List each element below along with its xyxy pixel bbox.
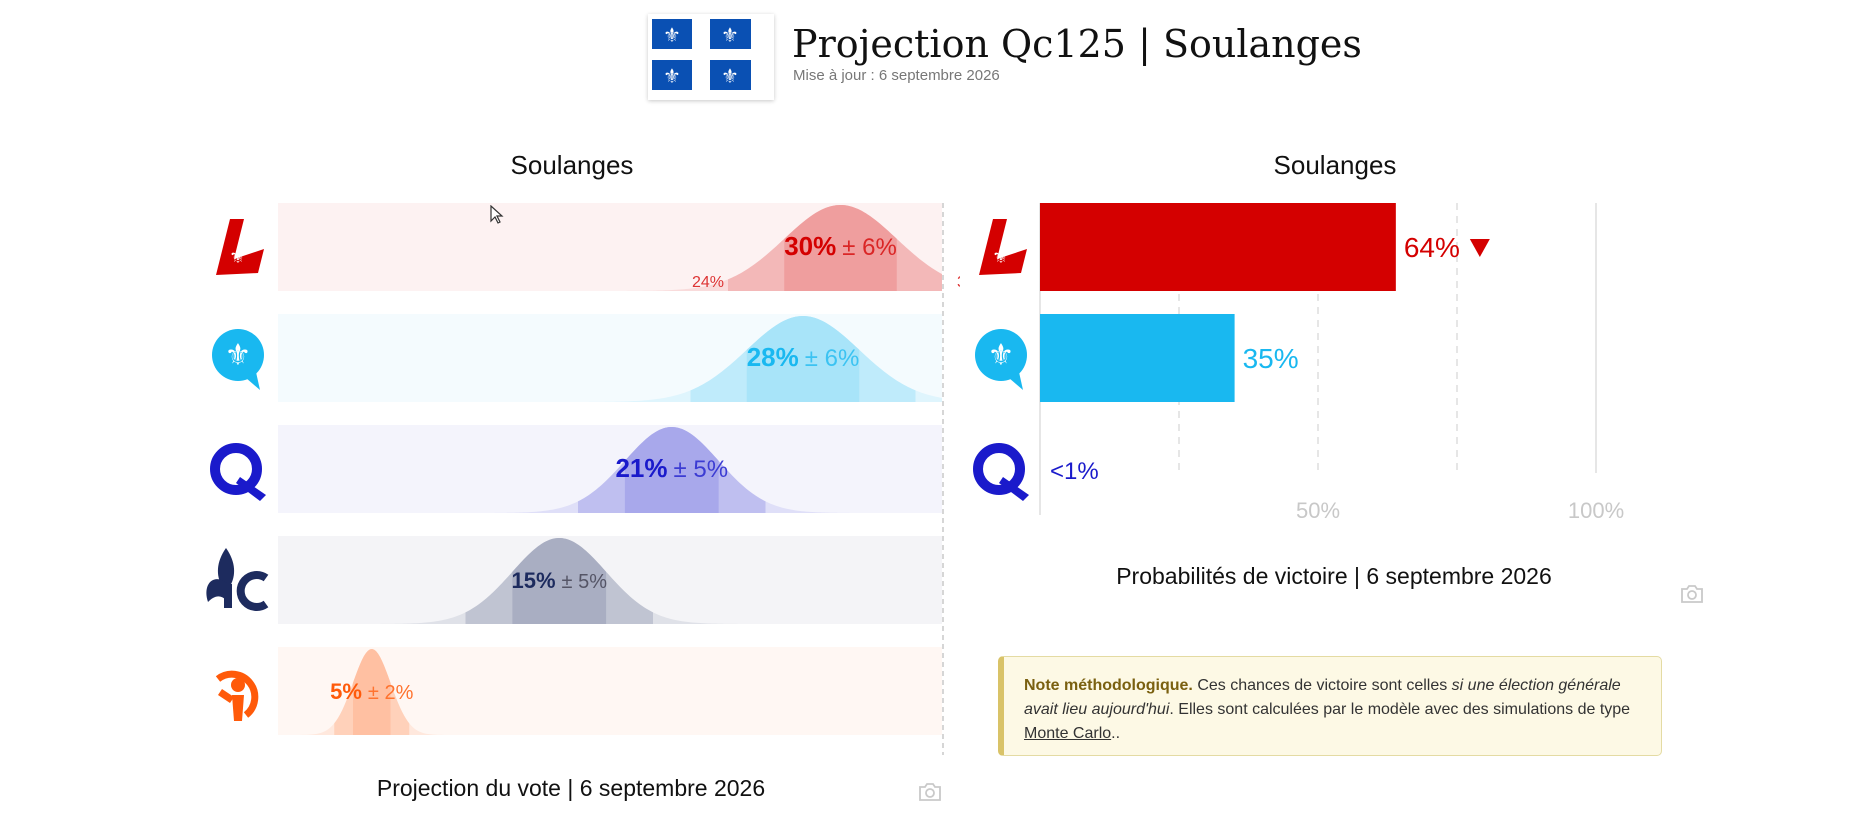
conservative-party-icon <box>206 548 269 611</box>
win-row: ⚜ 64% <box>979 203 1490 291</box>
caq-party-icon: ⚜ <box>212 329 264 390</box>
down-triangle-icon <box>1469 239 1490 257</box>
low-bound-label: 24% <box>692 274 724 291</box>
page-header: ⚜ ⚜ ⚜ ⚜ Projection Qc125 | Soulanges Mise … <box>0 0 1876 110</box>
quebec-flag-icon: ⚜ ⚜ ⚜ ⚜ <box>648 14 774 100</box>
caq-party-icon: ⚜ <box>975 329 1027 390</box>
liberal-party-icon: ⚜ <box>216 219 264 275</box>
pq-party-icon <box>973 443 1029 501</box>
qs-party-icon <box>215 670 259 721</box>
svg-text:⚜: ⚜ <box>225 338 252 373</box>
win-bar <box>1040 314 1235 402</box>
win-row: ⚜ 35% <box>975 314 1299 402</box>
svg-text:⚜: ⚜ <box>663 64 681 88</box>
svg-text:⚜: ⚜ <box>992 244 1010 268</box>
note-text: . Elles sont calculées par le modèle ave… <box>1169 701 1631 718</box>
win-bar <box>1040 203 1396 291</box>
vote-row: 5% ± 2% <box>215 647 942 735</box>
last-updated-text: Mise à jour : 6 septembre 2026 <box>793 67 1000 84</box>
vote-value-label: 30% ± 6% <box>784 231 897 261</box>
x-tick-label: 50% <box>1296 498 1340 523</box>
liberal-party-icon: ⚜ <box>979 219 1027 275</box>
note-text: .. <box>1111 725 1121 742</box>
methodology-note: Note méthodologique. Ces chances de vict… <box>998 656 1662 756</box>
svg-text:⚜: ⚜ <box>988 338 1015 373</box>
win-chart-title: Soulanges <box>1273 150 1397 180</box>
monte-carlo-link[interactable]: Monte Carlo <box>1024 725 1112 742</box>
win-value-label: 35% <box>1243 343 1299 374</box>
vote-chart-caption: Projection du vote | 6 septembre 2026 <box>376 775 766 801</box>
svg-text:⚜: ⚜ <box>229 244 247 268</box>
vote-row: 21% ± 5% <box>210 425 942 513</box>
vote-value-label: 21% ± 5% <box>615 453 728 483</box>
note-text: Ces chances de victoire sont celles <box>1192 677 1452 694</box>
win-chart-caption: Probabilités de victoire | 6 septembre 2… <box>1116 563 1552 589</box>
vote-value-label: 15% ± 5% <box>512 568 608 593</box>
win-probability-chart: 50% 100% ⚜ 64% ⚜ 35% <1% <box>973 203 1624 523</box>
vote-row: 15% ± 5% <box>206 536 942 624</box>
vote-value-label: 28% ± 6% <box>747 342 860 372</box>
note-italic: si une élection générale avait lieu aujo… <box>1024 677 1621 718</box>
camera-icon[interactable] <box>1680 584 1704 604</box>
vote-chart-title: Soulanges <box>510 150 634 180</box>
win-row: <1% <box>973 443 1099 501</box>
page-title: Projection Qc125 | Soulanges <box>792 22 1362 66</box>
mouse-cursor-icon <box>490 204 504 230</box>
vote-row: ⚜ 28% ± 6% <box>212 314 942 402</box>
high-bound-label: 36% <box>957 274 960 291</box>
vote-projection-chart: ⚜ 30%± 6% 24% 36% ⚜ 28%± 6% 21%± 5% 15%± 5% 5%± … <box>206 203 960 755</box>
svg-text:⚜: ⚜ <box>663 23 681 47</box>
win-value-label: <1% <box>1050 458 1099 485</box>
vote-value-label: 5% ± 2% <box>330 679 413 704</box>
pq-party-icon <box>210 443 266 501</box>
camera-icon[interactable] <box>918 782 942 802</box>
svg-text:⚜: ⚜ <box>721 23 739 47</box>
vote-row: ⚜ 30%± 6% 24% 36% <box>216 203 960 291</box>
note-heading: Note méthodologique. <box>1024 677 1193 694</box>
win-value-label: 64% <box>1404 232 1460 263</box>
x-tick-label: 100% <box>1568 498 1624 523</box>
svg-text:⚜: ⚜ <box>721 64 739 88</box>
